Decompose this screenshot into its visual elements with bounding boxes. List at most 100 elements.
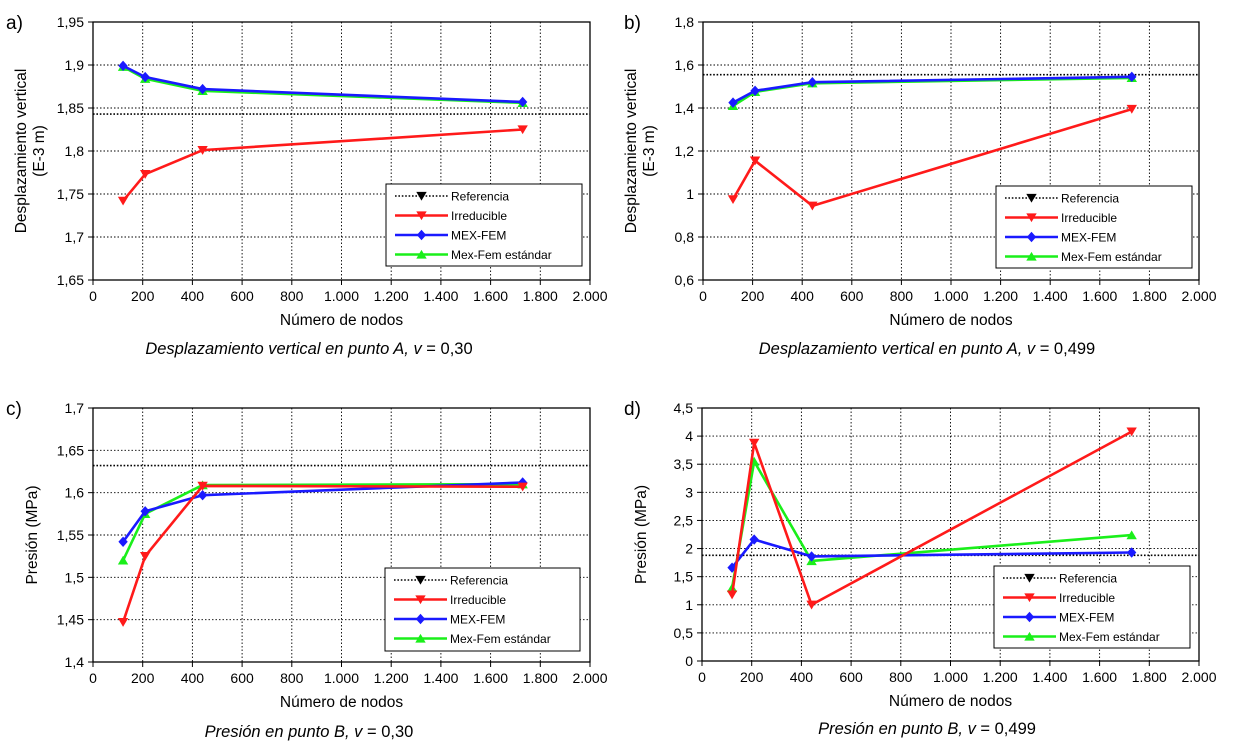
- data-point: [118, 60, 128, 72]
- y-tick-label: 1,9: [65, 57, 85, 73]
- x-tick-label: 1.000: [324, 670, 359, 686]
- legend-box: [384, 567, 581, 652]
- series-line: [731, 107, 1133, 208]
- data-point: [1126, 104, 1137, 114]
- chart-caption: Presión en punto B, v = 0,499: [618, 720, 1236, 739]
- y-tick-label: 1,8: [65, 143, 85, 159]
- legend-marker: [1026, 193, 1037, 203]
- panel-label: a): [6, 13, 23, 34]
- data-point: [197, 481, 208, 491]
- y-axis-unit: (E-3 m): [31, 125, 48, 177]
- caption-text: Desplazamiento vertical en punto A,: [758, 340, 1027, 358]
- series-line: [122, 481, 523, 543]
- caption-text: Presión en punto B,: [818, 720, 968, 738]
- x-axis-title: Número de nodos: [889, 693, 1012, 710]
- x-tick-label: 2.000: [572, 288, 607, 304]
- legend-label: Mex-Fem estándar: [1061, 250, 1162, 264]
- x-tick-label: 800: [280, 670, 304, 686]
- data-point: [197, 490, 208, 501]
- legend-box: [385, 183, 583, 267]
- legend: Referencia Irreducible MEX-FEM Mex-Fem está…: [993, 565, 1191, 649]
- x-tick-label: 2.000: [1181, 669, 1216, 685]
- panel-label: c): [6, 399, 22, 420]
- caption-variable: v: [413, 340, 422, 358]
- y-tick-label: 3,5: [674, 456, 694, 472]
- chart-caption: Desplazamiento vertical en punto A, v = …: [618, 340, 1236, 359]
- y-axis-title: Presión (MPa): [24, 485, 41, 584]
- legend-label: MEX-FEM: [1059, 611, 1114, 625]
- legend-label: Irreducible: [450, 593, 506, 607]
- caption-variable: v: [354, 723, 363, 741]
- y-tick-label: 1: [686, 186, 694, 202]
- chart-panel: c) 0 200 400 600 800 1.000 1.200 1.400 1.600 1.800…: [0, 375, 618, 750]
- data-point: [1126, 427, 1137, 437]
- x-tick-label: 2.000: [1181, 288, 1216, 304]
- y-tick-label: 0,6: [675, 272, 695, 288]
- x-tick-label: 1.400: [423, 288, 458, 304]
- data-point: [806, 600, 817, 610]
- caption-text: Desplazamiento vertical en punto A,: [145, 340, 414, 358]
- x-axis-title: Número de nodos: [280, 694, 403, 711]
- y-tick-label: 2: [685, 541, 693, 557]
- x-tick-label: 1.800: [523, 670, 558, 686]
- y-tick-label: 0,8: [675, 229, 695, 245]
- x-tick-label: 1.600: [473, 670, 508, 686]
- chart-svg: a) 0 200 400 600 800 1.000 1.200 1.400 1.600 1.800…: [6, 13, 608, 329]
- legend-marker: [1024, 611, 1035, 623]
- x-tick-label: 0: [89, 670, 97, 686]
- legend-marker: [1026, 251, 1037, 261]
- x-tick-label: 1.200: [983, 288, 1018, 304]
- legend-label: Referencia: [450, 574, 508, 588]
- x-tick-label: 400: [181, 670, 205, 686]
- x-tick-label: 600: [230, 288, 254, 304]
- legend-label: Referencia: [451, 190, 509, 204]
- series-line: [730, 430, 1133, 607]
- x-tick-label: 1.000: [324, 288, 359, 304]
- x-tick-label: 0: [89, 288, 97, 304]
- x-tick-label: 1.000: [933, 288, 968, 304]
- x-axis-title: Número de nodos: [280, 312, 403, 329]
- series-line: [731, 538, 1132, 569]
- legend-label: MEX-FEM: [450, 613, 505, 627]
- data-point: [139, 170, 151, 179]
- y-tick-label: 0,5: [674, 625, 694, 641]
- legend-label: Referencia: [1059, 572, 1117, 586]
- data-point: [117, 555, 129, 565]
- legend-marker: [416, 249, 427, 259]
- legend-box: [993, 565, 1191, 649]
- series-line: [732, 75, 1132, 104]
- legend-label: Irreducible: [1059, 591, 1115, 605]
- x-tick-label: 1.400: [1032, 669, 1067, 685]
- data-point: [806, 551, 817, 562]
- legend-label: Mex-Fem estándar: [1059, 630, 1160, 644]
- x-tick-label: 800: [890, 288, 914, 304]
- y-axis-title: Presión (MPa): [633, 485, 650, 584]
- caption-value: = 0,499: [975, 720, 1036, 738]
- y-axis-title: Desplazamiento vertical: [623, 69, 640, 234]
- caption-variable: v: [1026, 340, 1036, 358]
- y-tick-label: 1,7: [65, 229, 85, 245]
- chart-svg: c) 0 200 400 600 800 1.000 1.200 1.400 1.600 1.800…: [6, 399, 608, 711]
- x-tick-label: 800: [889, 669, 913, 685]
- data-point: [728, 97, 738, 108]
- caption-value: = 0,30: [362, 723, 414, 741]
- x-tick-label: 1.600: [473, 288, 508, 304]
- irreducible-series: [726, 427, 1137, 610]
- data-point: [748, 438, 760, 448]
- data-point: [1126, 547, 1137, 558]
- data-point: [197, 83, 208, 95]
- legend-label: MEX-FEM: [1061, 231, 1116, 245]
- legend: Referencia Irreducible MEX-FEM Mex-Fem está…: [385, 183, 583, 267]
- y-tick-label: 4: [685, 428, 693, 444]
- legend-marker: [1024, 593, 1035, 603]
- y-tick-label: 1,4: [675, 100, 695, 116]
- legend-label: Mex-Fem estándar: [450, 632, 551, 646]
- x-tick-label: 200: [131, 288, 155, 304]
- series-line: [122, 128, 523, 202]
- caption-text: Presión en punto B,: [204, 723, 355, 741]
- chart-panel: d) 0 200 400 600 800 1.000 1.200 1.400 1.600 1.800…: [618, 375, 1236, 750]
- legend-label: Referencia: [1061, 192, 1119, 206]
- legend-marker: [415, 613, 426, 625]
- caption-variable: v: [967, 720, 976, 738]
- x-tick-label: 400: [791, 288, 815, 304]
